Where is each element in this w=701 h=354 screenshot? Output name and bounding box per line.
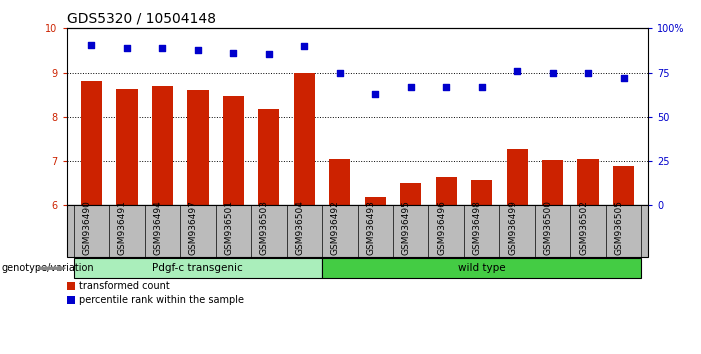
- Bar: [400, 183, 421, 205]
- Point: [547, 71, 558, 76]
- Point: [369, 91, 381, 97]
- Text: GDS5320 / 10504148: GDS5320 / 10504148: [67, 12, 216, 26]
- Text: GSM936494: GSM936494: [154, 201, 163, 255]
- Text: GSM936491: GSM936491: [118, 200, 127, 255]
- Bar: [471, 180, 492, 205]
- Point: [157, 45, 168, 51]
- Text: GSM936490: GSM936490: [83, 200, 91, 255]
- Text: Pdgf-c transgenic: Pdgf-c transgenic: [153, 263, 243, 273]
- Text: GSM936493: GSM936493: [366, 200, 375, 255]
- Text: genotype/variation: genotype/variation: [1, 263, 94, 273]
- Point: [618, 75, 629, 81]
- Bar: [258, 109, 280, 205]
- Point: [263, 51, 274, 57]
- Bar: [435, 177, 457, 205]
- Bar: [365, 198, 386, 205]
- Text: GSM936500: GSM936500: [544, 200, 552, 255]
- Point: [299, 43, 310, 49]
- Text: GSM936492: GSM936492: [331, 201, 340, 255]
- Bar: [294, 73, 315, 205]
- Bar: [507, 149, 528, 205]
- Text: GSM936498: GSM936498: [472, 200, 482, 255]
- Text: GSM936501: GSM936501: [224, 200, 233, 255]
- Bar: [613, 166, 634, 205]
- Text: GSM936502: GSM936502: [579, 200, 588, 255]
- Text: transformed count: transformed count: [79, 281, 170, 291]
- Point: [405, 84, 416, 90]
- Text: GSM936497: GSM936497: [189, 200, 198, 255]
- Text: GSM936496: GSM936496: [437, 200, 447, 255]
- Text: GSM936495: GSM936495: [402, 200, 411, 255]
- Bar: [116, 90, 137, 205]
- Text: GSM936503: GSM936503: [260, 200, 268, 255]
- Text: GSM936504: GSM936504: [295, 200, 304, 255]
- Text: GSM936505: GSM936505: [615, 200, 624, 255]
- Bar: [187, 90, 208, 205]
- Point: [334, 71, 346, 76]
- Point: [192, 47, 203, 52]
- Point: [441, 84, 452, 90]
- Point: [86, 42, 97, 48]
- Point: [121, 45, 132, 51]
- Text: wild type: wild type: [458, 263, 505, 273]
- Bar: [81, 81, 102, 205]
- Text: percentile rank within the sample: percentile rank within the sample: [79, 295, 244, 306]
- Bar: [542, 160, 564, 205]
- Bar: [223, 96, 244, 205]
- Bar: [578, 159, 599, 205]
- Point: [512, 68, 523, 74]
- Point: [476, 84, 487, 90]
- Point: [228, 50, 239, 56]
- Bar: [151, 86, 173, 205]
- Point: [583, 71, 594, 76]
- Text: GSM936499: GSM936499: [508, 200, 517, 255]
- Bar: [329, 159, 350, 205]
